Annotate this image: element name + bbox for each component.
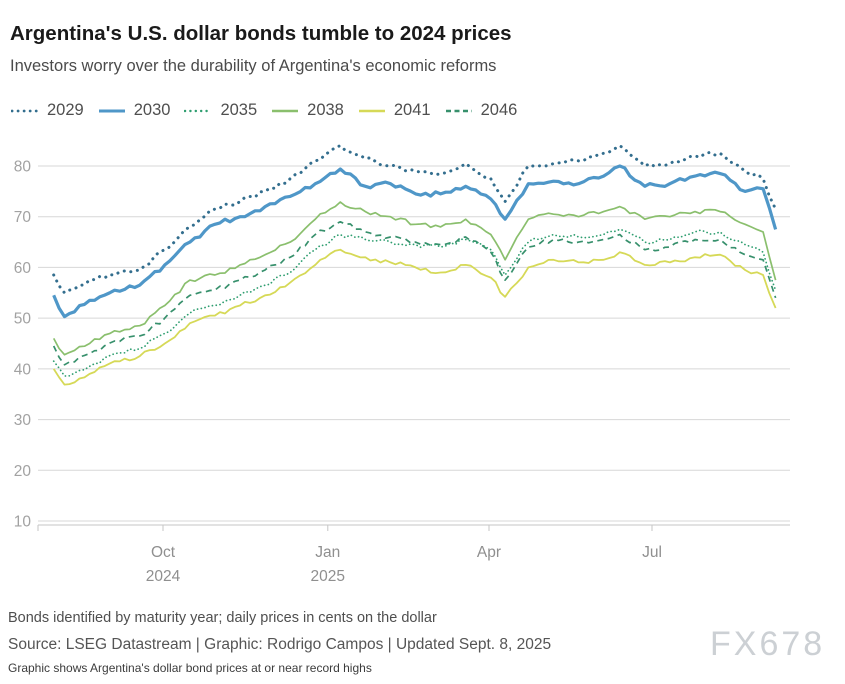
x-axis-label-Jan: Jan bbox=[315, 544, 340, 561]
legend-label-2038: 2038 bbox=[307, 101, 344, 119]
legend-item-2041: 2041 bbox=[358, 101, 431, 120]
legend-label-2030: 2030 bbox=[133, 101, 171, 119]
y-axis-label-70: 70 bbox=[14, 209, 32, 226]
x-axis-label-Oct: Oct bbox=[151, 544, 176, 561]
x-axis-label-Jul: Jul bbox=[642, 544, 662, 561]
legend-item-2038: 2038 bbox=[271, 101, 344, 120]
legend-swatch-2038 bbox=[272, 109, 299, 112]
legend-item-2035: 2035 bbox=[184, 101, 257, 120]
y-axis-label-30: 30 bbox=[14, 412, 32, 429]
y-axis-label-20: 20 bbox=[14, 463, 32, 480]
page-subtitle: Investors worry over the durability of A… bbox=[10, 57, 497, 75]
series-line-2041 bbox=[52, 248, 777, 386]
legend-label-2035: 2035 bbox=[220, 101, 258, 119]
legend-item-2030: 2030 bbox=[98, 101, 171, 120]
series-line-2046 bbox=[52, 220, 777, 366]
chart-footnote: Bonds identified by maturity year; daily… bbox=[8, 610, 437, 626]
legend-item-2046: 2046 bbox=[445, 101, 518, 120]
series-line-2030 bbox=[52, 164, 778, 319]
page-title: Argentina's U.S. dollar bonds tumble to … bbox=[10, 22, 512, 45]
y-axis-label-80: 80 bbox=[14, 159, 32, 176]
legend-swatch-2046 bbox=[445, 109, 472, 112]
series-line-2038 bbox=[52, 201, 777, 356]
legend-label-2029: 2029 bbox=[47, 101, 84, 119]
legend-swatch-2029 bbox=[11, 109, 39, 112]
series-line-2029 bbox=[52, 144, 778, 295]
legend-swatch-2035 bbox=[184, 109, 213, 112]
legend: 2029 2030 2035 2038 2041 2046 bbox=[11, 101, 517, 120]
y-axis-label-40: 40 bbox=[14, 361, 32, 378]
series-line-2035 bbox=[52, 228, 777, 377]
x-axis-label-Apr: Apr bbox=[477, 544, 501, 561]
y-axis-label-50: 50 bbox=[14, 311, 32, 328]
x-axis-sublabel-2025: 2025 bbox=[311, 568, 345, 585]
legend-swatch-2030 bbox=[98, 109, 125, 112]
legend-label-2041: 2041 bbox=[393, 101, 431, 119]
source-line: Source: LSEG Datastream | Graphic: Rodri… bbox=[8, 636, 552, 653]
x-axis-sublabel-2024: 2024 bbox=[146, 568, 181, 585]
y-axis-label-10: 10 bbox=[14, 513, 32, 530]
legend-label-2046: 2046 bbox=[480, 101, 518, 119]
legend-item-2029: 2029 bbox=[11, 101, 84, 120]
y-axis-label-60: 60 bbox=[14, 260, 32, 277]
watermark-fx678: FX678 bbox=[710, 625, 826, 663]
graphic-note: Graphic shows Argentina's dollar bond pr… bbox=[8, 661, 372, 675]
legend-swatch-2041 bbox=[358, 109, 385, 112]
